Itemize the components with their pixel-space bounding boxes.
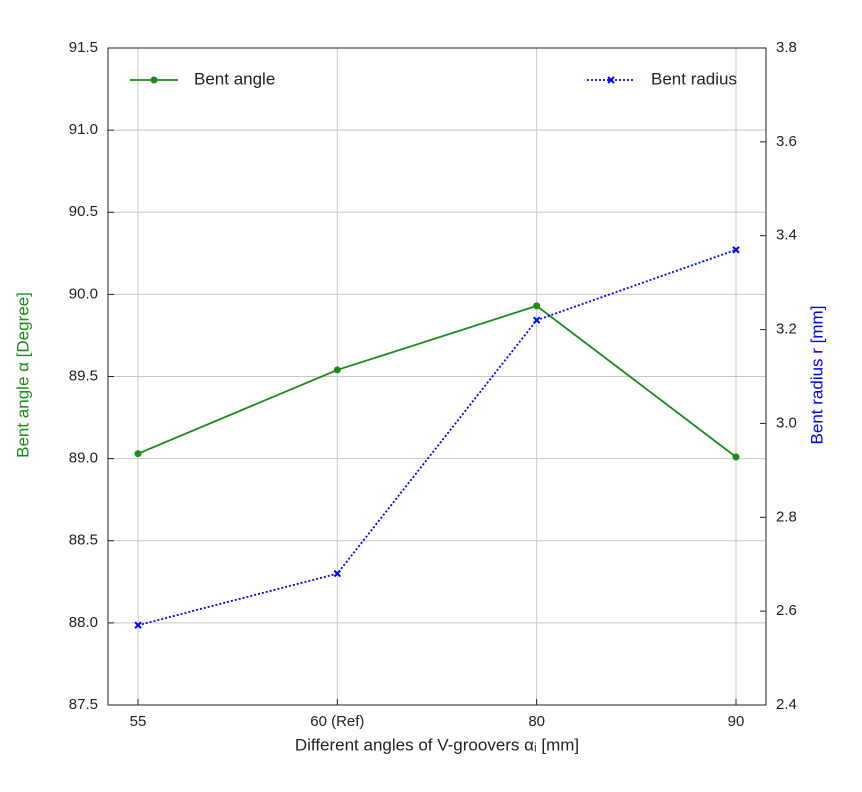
y2-tick-label: 3.0 xyxy=(776,414,797,431)
plot-frame xyxy=(107,47,767,706)
y2-tick-label: 3.8 xyxy=(776,39,797,56)
y-tick-label: 90.5 xyxy=(69,203,98,220)
x-tick-label: 90 xyxy=(728,713,745,730)
marker xyxy=(732,246,740,254)
marker xyxy=(134,450,142,458)
marker xyxy=(150,76,158,84)
y2-tick-label: 3.6 xyxy=(776,133,797,150)
y2-tick-label: 3.4 xyxy=(776,227,797,244)
marker xyxy=(333,366,341,374)
y2-tick-label: 2.6 xyxy=(776,602,797,619)
marker xyxy=(532,316,541,324)
marker xyxy=(134,621,142,629)
legend-label: Bent angle xyxy=(194,69,275,88)
marker xyxy=(607,76,615,84)
y-tick-label: 91.0 xyxy=(69,121,98,138)
y2-axis-title: Bent radius r [mm] xyxy=(807,306,826,445)
x-axis-title: Different angles of V-groovers αᵢ [mm] xyxy=(295,735,579,754)
x-tick-label: 60 (Ref) xyxy=(310,713,364,730)
y-tick-label: 87.5 xyxy=(69,696,98,713)
y-tick-label: 88.5 xyxy=(69,532,98,549)
x-tick-label: 55 xyxy=(130,713,147,730)
y-axis-title: Bent angle α [Degree] xyxy=(13,292,32,458)
y2-tick-label: 2.4 xyxy=(776,696,797,713)
y-tick-label: 89.5 xyxy=(69,367,98,384)
marker xyxy=(732,453,740,461)
legend-label: Bent radius xyxy=(651,69,737,88)
y-tick-label: 88.0 xyxy=(69,614,98,631)
y-tick-label: 91.5 xyxy=(69,39,98,56)
y2-tick-label: 3.2 xyxy=(776,321,797,338)
y2-tick-label: 2.8 xyxy=(776,508,797,525)
series-line xyxy=(137,304,737,458)
series-line xyxy=(137,248,737,627)
marker xyxy=(533,302,541,310)
y-tick-label: 89.0 xyxy=(69,450,98,467)
x-tick-label: 80 xyxy=(528,713,545,730)
marker xyxy=(333,569,342,578)
y-tick-label: 90.0 xyxy=(69,285,98,302)
